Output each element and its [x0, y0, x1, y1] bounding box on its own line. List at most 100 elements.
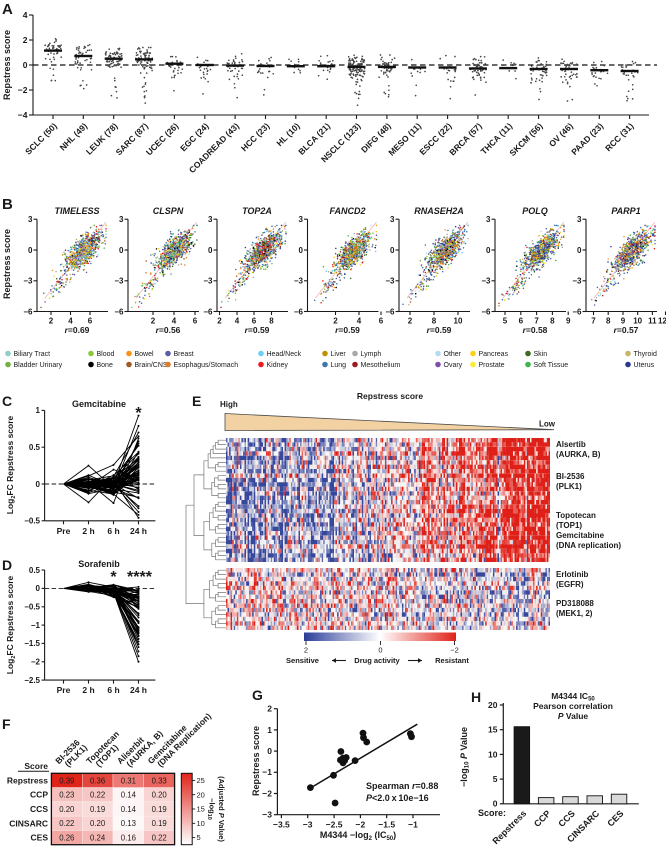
svg-text:0.20: 0.20	[59, 805, 75, 814]
svg-text:8: 8	[432, 317, 437, 326]
svg-text:(MEK1, 2): (MEK1, 2)	[556, 609, 593, 618]
svg-text:RNASEH2A: RNASEH2A	[414, 206, 464, 216]
svg-text:−2: −2	[262, 788, 272, 798]
svg-text:Repstress score: Repstress score	[357, 391, 423, 401]
svg-text:0: 0	[208, 246, 213, 255]
svg-text:1: 1	[36, 406, 41, 415]
svg-text:0: 0	[36, 480, 41, 489]
svg-text:0: 0	[577, 246, 582, 255]
svg-text:0.14: 0.14	[121, 791, 137, 800]
svg-text:4: 4	[68, 317, 73, 326]
svg-text:Biliary Tract: Biliary Tract	[14, 351, 51, 358]
svg-text:12: 12	[658, 317, 666, 326]
svg-text:F: F	[2, 716, 11, 732]
svg-text:0.14: 0.14	[121, 805, 137, 814]
svg-text:3: 3	[299, 215, 304, 224]
svg-text:−log10 P Value: −log10 P Value	[459, 727, 471, 787]
svg-text:0.13: 0.13	[121, 819, 136, 828]
svg-text:0.39: 0.39	[59, 776, 74, 785]
svg-text:(PLK1): (PLK1)	[556, 482, 582, 491]
svg-text:−3: −3	[385, 277, 395, 286]
svg-text:Pre: Pre	[57, 526, 71, 536]
svg-text:0: 0	[493, 799, 498, 809]
svg-text:9: 9	[621, 317, 626, 326]
svg-text:Sorafenib: Sorafenib	[78, 559, 120, 569]
svg-text:0.26: 0.26	[59, 834, 74, 843]
svg-text:6: 6	[519, 317, 524, 326]
svg-text:0.31: 0.31	[121, 776, 136, 785]
svg-text:A: A	[2, 1, 13, 18]
svg-text:CCS: CCS	[30, 804, 48, 814]
svg-text:−6: −6	[23, 307, 33, 316]
svg-text:8: 8	[606, 317, 611, 326]
svg-text:(DNA replication): (DNA replication)	[556, 541, 621, 550]
svg-text:Kidney: Kidney	[267, 362, 289, 369]
svg-text:Repstress score: Repstress score	[2, 229, 12, 299]
svg-text:FANCD2: FANCD2	[329, 206, 365, 216]
svg-text:Pearson correlation: Pearson correlation	[533, 701, 613, 711]
svg-text:P Value: P Value	[558, 711, 589, 721]
svg-text:25: 25	[197, 776, 205, 785]
svg-text:r=0.58: r=0.58	[523, 325, 548, 335]
svg-text:3: 3	[119, 215, 124, 224]
svg-text:0.24: 0.24	[90, 834, 106, 843]
svg-text:24 h: 24 h	[130, 526, 147, 536]
svg-text:Ovary: Ovary	[444, 362, 463, 369]
svg-text:−0.5: −0.5	[24, 603, 40, 612]
svg-text:−3: −3	[481, 277, 491, 286]
svg-text:Drug activity: Drug activity	[354, 656, 400, 665]
svg-text:P<2.0 x 10e−16: P<2.0 x 10e−16	[366, 793, 429, 803]
svg-text:−3: −3	[203, 277, 213, 286]
svg-text:Log2FC Repstress score: Log2FC Repstress score	[5, 415, 17, 514]
svg-text:8: 8	[269, 317, 274, 326]
svg-text:−6: −6	[481, 307, 491, 316]
svg-text:−3: −3	[303, 820, 313, 830]
svg-text:0.20: 0.20	[90, 819, 106, 828]
svg-text:0: 0	[119, 246, 124, 255]
svg-text:−1.5: −1.5	[24, 639, 40, 648]
svg-text:0: 0	[486, 246, 491, 255]
svg-text:Topotecan: Topotecan	[556, 511, 596, 520]
svg-text:−0.5: −0.5	[24, 517, 40, 526]
svg-text:C: C	[2, 393, 12, 409]
svg-text:(TOP1): (TOP1)	[556, 521, 582, 530]
svg-text:0: 0	[36, 584, 41, 593]
svg-text:6: 6	[193, 317, 198, 326]
svg-text:****: ****	[127, 569, 153, 586]
svg-text:0.5: 0.5	[29, 566, 41, 575]
svg-text:M4344 IC50: M4344 IC50	[551, 691, 595, 703]
svg-text:Gemcitabine: Gemcitabine	[72, 399, 126, 409]
svg-text:24 h: 24 h	[130, 685, 147, 695]
svg-text:1: 1	[267, 725, 272, 735]
svg-text:Gemcitabine: Gemcitabine	[556, 531, 605, 540]
svg-text:CLSPN: CLSPN	[153, 206, 184, 216]
svg-text:Pancreas: Pancreas	[479, 351, 509, 358]
svg-text:TIMELESS: TIMELESS	[54, 206, 99, 216]
svg-text:0.20: 0.20	[152, 791, 168, 800]
svg-text:Blood: Blood	[97, 351, 115, 358]
svg-text:Lymph: Lymph	[361, 351, 382, 358]
svg-text:10: 10	[197, 819, 205, 828]
svg-text:Repstress score: Repstress score	[251, 726, 261, 796]
svg-text:0.19: 0.19	[152, 819, 167, 828]
svg-text:Prostate: Prostate	[479, 362, 505, 369]
svg-text:20: 20	[197, 790, 205, 799]
svg-text:Log2FC Repstress score: Log2FC Repstress score	[5, 575, 17, 674]
svg-text:Soft Tissue: Soft Tissue	[534, 362, 569, 369]
svg-text:7: 7	[534, 317, 539, 326]
svg-text:−3: −3	[262, 810, 272, 820]
svg-text:Bone: Bone	[97, 362, 113, 369]
svg-text:Esophagus/Stomach: Esophagus/Stomach	[174, 362, 239, 369]
svg-text:Uterus: Uterus	[634, 362, 655, 369]
svg-text:r=0.59: r=0.59	[245, 325, 270, 335]
svg-text:0.33: 0.33	[152, 776, 167, 785]
svg-text:6: 6	[252, 317, 257, 326]
svg-text:B: B	[2, 196, 13, 213]
svg-text:4: 4	[235, 317, 240, 326]
svg-text:−1: −1	[408, 820, 418, 830]
svg-text:PD318088: PD318088	[556, 599, 594, 608]
svg-text:M4344 −log2 (IC50): M4344 −log2 (IC50)	[320, 830, 396, 842]
svg-text:5: 5	[493, 774, 498, 784]
svg-text:BI-2536: BI-2536	[556, 472, 585, 481]
svg-text:−3: −3	[294, 277, 304, 286]
